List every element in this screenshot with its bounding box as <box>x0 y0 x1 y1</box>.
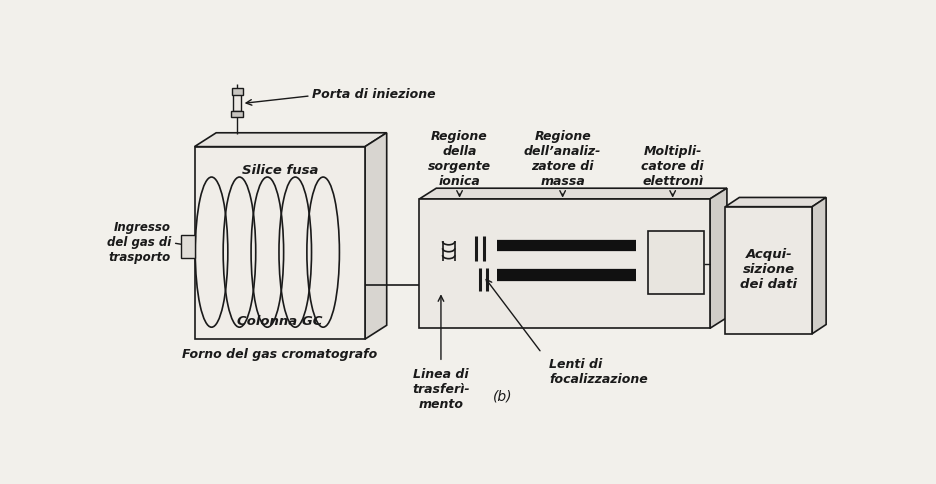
Bar <box>232 88 242 95</box>
Text: Linea di
trasferì-
mento: Linea di trasferì- mento <box>412 368 470 411</box>
Bar <box>419 199 709 328</box>
Text: (b): (b) <box>493 389 513 403</box>
Polygon shape <box>419 188 727 199</box>
Bar <box>231 111 243 117</box>
Bar <box>725 207 812 334</box>
Text: Silice fusa: Silice fusa <box>241 164 318 177</box>
Text: Lenti di
focalizzazione: Lenti di focalizzazione <box>549 358 649 386</box>
Bar <box>181 235 195 258</box>
Text: Ingresso
del gas di
trasporto: Ingresso del gas di trasporto <box>107 221 171 264</box>
Polygon shape <box>709 188 727 328</box>
Text: Regione
dell’analiz-
zatore di
massa: Regione dell’analiz- zatore di massa <box>524 130 601 188</box>
Text: Moltipli-
catore di
elettronì: Moltipli- catore di elettronì <box>641 145 704 188</box>
Bar <box>648 231 704 294</box>
Polygon shape <box>195 133 387 147</box>
Bar <box>233 94 241 111</box>
Polygon shape <box>725 197 826 207</box>
Bar <box>195 147 365 339</box>
Text: Acqui-
sizione
dei dati: Acqui- sizione dei dati <box>740 248 797 291</box>
Polygon shape <box>812 197 826 334</box>
Text: Porta di iniezione: Porta di iniezione <box>313 88 436 101</box>
Text: Forno del gas cromatografo: Forno del gas cromatografo <box>183 348 377 362</box>
Text: Colonna GC: Colonna GC <box>237 316 323 328</box>
Polygon shape <box>365 133 387 339</box>
Text: Regione
della
sorgente
ionica: Regione della sorgente ionica <box>428 130 491 188</box>
